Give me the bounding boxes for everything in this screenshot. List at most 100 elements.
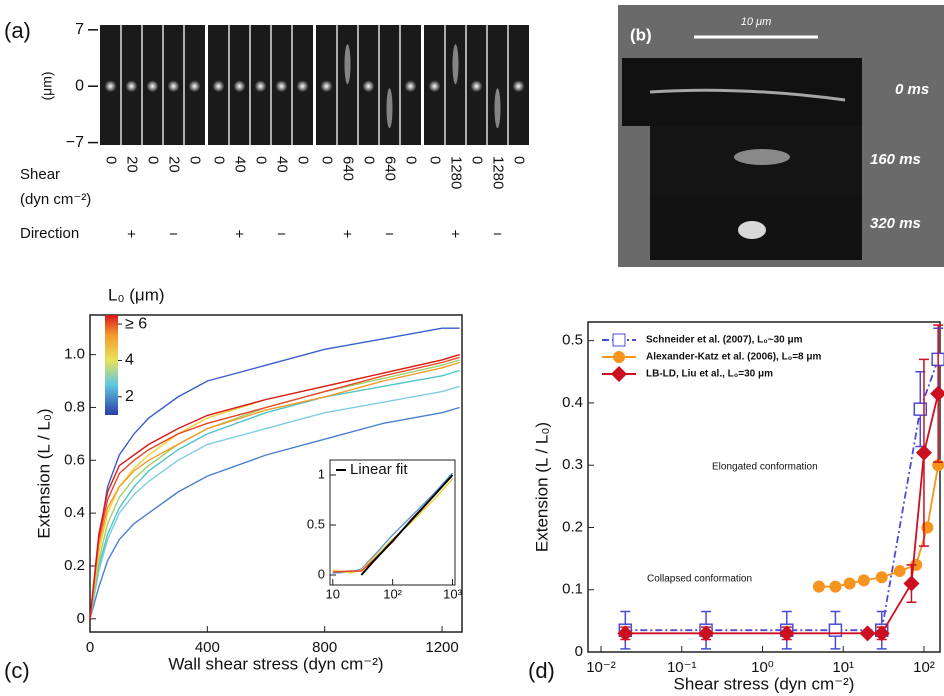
x-tick-label: 400 (195, 639, 220, 656)
dna-spot (167, 80, 180, 93)
x-axis-label: Wall shear stress (dyn cm⁻²) (168, 654, 383, 673)
y-tick-label: 0.3 (562, 456, 583, 473)
direction: + (343, 226, 352, 243)
series-line (89, 406, 460, 619)
dna-spot (512, 80, 525, 93)
dna-spot (362, 80, 375, 93)
time-label: 320 ms (870, 215, 921, 232)
shear-value: 0 (187, 156, 204, 164)
dna-spot (212, 80, 225, 93)
marker (828, 623, 843, 637)
x-tick-label: 10⁰ (751, 659, 774, 676)
series-line (89, 353, 460, 619)
y-axis-label: Extension (L / L₀) (34, 408, 53, 538)
dna-spot (275, 80, 288, 93)
series-line (89, 356, 460, 619)
x-tick-label: 800 (312, 639, 337, 656)
dna-spot (470, 80, 483, 93)
dna-spot (233, 80, 246, 93)
colorbar-tick-label: 2 (125, 388, 134, 405)
annotation: Elongated conformation (712, 462, 818, 473)
marker (857, 574, 870, 587)
x-tick-label: 10² (383, 586, 402, 601)
series-line (360, 474, 454, 576)
plot-area (329, 459, 456, 586)
marker (903, 575, 920, 592)
x-tick-label: 1200 (425, 639, 458, 656)
shear-value: 40 (274, 156, 291, 173)
dna-spot (320, 80, 333, 93)
row-label: Direction (20, 225, 79, 242)
dna-streak (386, 88, 393, 129)
x-tick-label: 0 (86, 639, 94, 656)
dna-spot (188, 80, 201, 93)
marker (915, 444, 932, 461)
series-line (89, 361, 460, 619)
shear-value: 0 (469, 156, 486, 164)
colorbar-tick-label: 4 (125, 352, 134, 369)
y-tick-label: 0.2 (64, 557, 85, 574)
shear-value: 20 (166, 156, 183, 173)
panel-label: (d) (528, 658, 555, 683)
dna-spot (104, 80, 117, 93)
panel-label: (a) (4, 18, 31, 43)
marker (778, 625, 795, 642)
y-tick-label: 0.5 (307, 516, 325, 531)
dna-spot (146, 80, 159, 93)
colorbar-tick-label: ≥ 6 (125, 315, 147, 332)
shear-value: 640 (340, 156, 357, 181)
dna-streak (649, 88, 846, 102)
shear-value: 0 (211, 156, 228, 164)
dna-spot (254, 80, 267, 93)
y-tick-label: 0 (77, 610, 85, 627)
dna-spot (125, 80, 138, 93)
x-tick-label: 10¹ (832, 659, 854, 676)
shear-value: 0 (145, 156, 162, 164)
y-tick-label: 0.5 (562, 332, 583, 349)
dna-blob (738, 221, 766, 239)
shear-value: 0 (427, 156, 444, 164)
shear-value: 640 (382, 156, 399, 181)
y-tick-label: 0.6 (64, 451, 85, 468)
shear-value: 1280 (490, 156, 507, 189)
marker (698, 625, 715, 642)
shear-value: 0 (103, 156, 120, 164)
shear-value: 0 (403, 156, 420, 164)
dna-streak (452, 44, 459, 85)
marker (617, 625, 634, 642)
direction: − (277, 226, 286, 243)
marker (930, 385, 944, 402)
series-line (89, 385, 460, 619)
annotation: Collapsed conformation (647, 574, 752, 585)
y-tick-label: −7 (66, 134, 84, 151)
dna-spot (428, 80, 441, 93)
shear-value: 0 (295, 156, 312, 164)
marker (829, 580, 842, 593)
dna-streak (344, 44, 351, 85)
y-tick-label: 0.4 (64, 504, 85, 521)
x-tick-label: 10⁻¹ (667, 659, 697, 676)
row-label: (dyn cm⁻²) (20, 191, 91, 208)
panel-label: (c) (4, 658, 30, 683)
legend-marker (612, 333, 626, 347)
time-label: 0 ms (895, 81, 929, 98)
y-tick-label: 0.8 (64, 398, 85, 415)
series-line (332, 478, 454, 574)
dna-blob (734, 149, 790, 165)
x-tick-label: 10 (326, 586, 340, 601)
direction: + (235, 226, 244, 243)
y-tick-label: 0 (318, 566, 325, 581)
x-tick-label: 10⁻² (586, 659, 616, 676)
dna-spot (296, 80, 309, 93)
y-tick-label: 0 (575, 643, 583, 660)
marker (812, 580, 825, 593)
marker (843, 577, 856, 590)
legend-marker (611, 366, 627, 382)
shear-value: 40 (232, 156, 249, 173)
y-tick-label: 1 (318, 466, 325, 481)
plot-area (587, 321, 941, 653)
panel-label: (b) (630, 25, 652, 44)
y-tick-label: 0.2 (562, 518, 583, 535)
series-line (89, 327, 460, 619)
